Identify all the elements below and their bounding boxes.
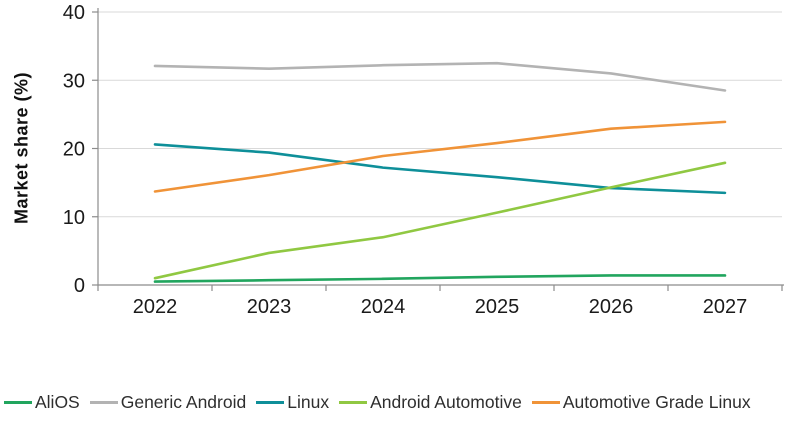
series-line-automotive-grade-linux bbox=[153, 120, 727, 193]
y-tick-label: 10 bbox=[63, 207, 85, 229]
x-tick-label: 2026 bbox=[589, 296, 634, 318]
legend-item-alios: AliOS bbox=[4, 392, 80, 413]
legend-item-android-automotive: Android Automotive bbox=[339, 392, 522, 413]
line-chart: 0 10 20 30 40 2022 2023 2024 2025 2026 2027 bbox=[63, 2, 784, 318]
y-tick-label: 0 bbox=[74, 275, 85, 297]
legend-swatch-android-automotive bbox=[339, 401, 368, 404]
legend-item-automotive-grade-linux: Automotive Grade Linux bbox=[531, 392, 751, 413]
legend-swatch-linux bbox=[256, 401, 285, 404]
legend-label-alios: AliOS bbox=[35, 392, 80, 412]
legend-label-generic-android: Generic Android bbox=[120, 392, 247, 412]
series-line-generic-android bbox=[153, 61, 727, 92]
legend-label-automotive-grade-linux: Automotive Grade Linux bbox=[562, 392, 751, 412]
series-line-alios bbox=[153, 274, 727, 283]
legend-item-generic-android: Generic Android bbox=[89, 392, 247, 413]
legend-swatch-automotive-grade-linux bbox=[531, 401, 560, 404]
y-tick-label: 40 bbox=[63, 2, 85, 24]
x-tick-label: 2025 bbox=[475, 296, 520, 318]
legend-label-android-automotive: Android Automotive bbox=[370, 392, 522, 412]
chart-legend: AliOS Generic Android Linux Android Auto… bbox=[4, 392, 796, 413]
legend-item-linux: Linux bbox=[256, 392, 329, 413]
series-line-linux bbox=[153, 143, 727, 195]
legend-swatch-generic-android bbox=[89, 401, 118, 404]
y-tick-label: 20 bbox=[63, 139, 85, 161]
x-tick-label: 2024 bbox=[361, 296, 406, 318]
y-tick-label: 30 bbox=[63, 70, 85, 92]
legend-label-linux: Linux bbox=[287, 392, 330, 412]
series-line-android-automotive bbox=[153, 161, 727, 280]
x-tick-label: 2022 bbox=[133, 296, 178, 318]
x-tick-label: 2027 bbox=[703, 296, 748, 318]
legend-swatch-alios bbox=[4, 401, 32, 404]
x-tick-label: 2023 bbox=[247, 296, 292, 318]
